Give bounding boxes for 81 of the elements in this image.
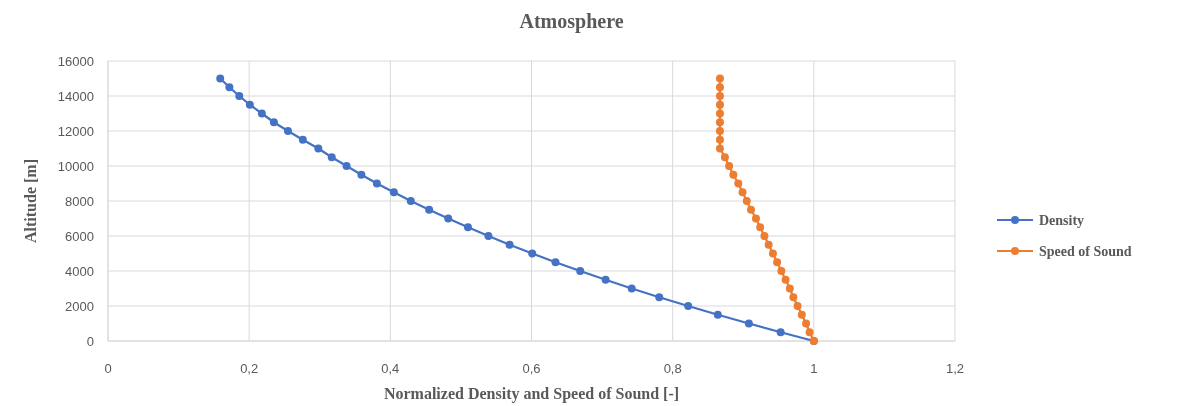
point xyxy=(284,127,292,135)
point xyxy=(715,144,724,153)
y-tick-label: 2000 xyxy=(65,298,94,314)
point xyxy=(235,92,244,100)
point xyxy=(785,284,794,293)
point xyxy=(729,170,738,179)
point xyxy=(655,293,664,302)
point xyxy=(684,302,693,310)
point xyxy=(715,83,724,92)
point xyxy=(327,153,336,162)
x-tick-label: 0,6 xyxy=(522,361,541,376)
point xyxy=(725,162,734,170)
y-tick-label: 8000 xyxy=(65,193,94,209)
y-tick-label: 14000 xyxy=(57,88,94,104)
point xyxy=(505,240,514,249)
point xyxy=(576,267,585,275)
point xyxy=(742,197,751,205)
y-tick-label: 10000 xyxy=(57,158,94,174)
point xyxy=(216,74,225,83)
y-tick-label: 6000 xyxy=(65,228,94,244)
x-axis-title: Normalized Density and Speed of Sound [-] xyxy=(383,385,680,403)
point xyxy=(715,100,724,109)
x-tick-label: 0,4 xyxy=(381,361,400,376)
point xyxy=(773,258,782,267)
point xyxy=(551,258,560,267)
y-tick-label: 16000 xyxy=(57,53,94,69)
point xyxy=(715,118,724,127)
point xyxy=(357,170,366,179)
y-tick-label: 4000 xyxy=(65,263,94,279)
point xyxy=(425,205,434,214)
point xyxy=(406,197,415,205)
point xyxy=(797,310,806,319)
point xyxy=(789,293,798,302)
point xyxy=(715,127,724,135)
point xyxy=(777,267,786,275)
point xyxy=(776,328,785,337)
legend-label: Density xyxy=(1039,213,1085,228)
legend-label: Speed of Sound xyxy=(1039,244,1132,259)
point xyxy=(715,109,724,118)
point xyxy=(751,214,760,223)
point xyxy=(342,162,351,170)
point xyxy=(781,275,790,284)
point xyxy=(715,74,724,83)
chart-title: Atmosphere xyxy=(519,10,624,33)
point xyxy=(444,214,453,223)
point xyxy=(372,179,381,188)
point xyxy=(484,232,493,240)
x-tick-label: 1,2 xyxy=(945,361,965,376)
point xyxy=(756,223,765,232)
x-tick-label: 0,8 xyxy=(663,361,682,376)
point xyxy=(713,310,722,319)
point xyxy=(744,319,753,328)
point xyxy=(245,100,254,109)
point xyxy=(760,232,769,240)
point xyxy=(528,249,537,258)
point xyxy=(225,83,234,92)
point xyxy=(298,135,307,144)
point xyxy=(389,188,398,197)
point xyxy=(269,118,278,127)
point xyxy=(768,249,777,258)
point xyxy=(805,328,814,337)
x-tick-label: 0 xyxy=(104,361,112,376)
point xyxy=(463,223,472,232)
point xyxy=(257,109,266,118)
point xyxy=(734,179,743,188)
point xyxy=(720,153,729,162)
x-tick-label: 0,2 xyxy=(240,361,259,376)
point xyxy=(738,188,747,197)
point xyxy=(601,275,610,284)
point xyxy=(793,302,802,310)
y-axis-title: Altitude [m] xyxy=(22,159,39,243)
point xyxy=(715,135,724,144)
point xyxy=(802,319,811,328)
point xyxy=(627,284,636,293)
x-tick-label: 1 xyxy=(810,361,818,376)
point xyxy=(747,205,755,214)
y-tick-label: 12000 xyxy=(57,123,94,139)
point xyxy=(715,92,724,100)
point xyxy=(314,144,323,153)
point xyxy=(764,240,773,249)
y-tick-label: 0 xyxy=(86,333,94,349)
